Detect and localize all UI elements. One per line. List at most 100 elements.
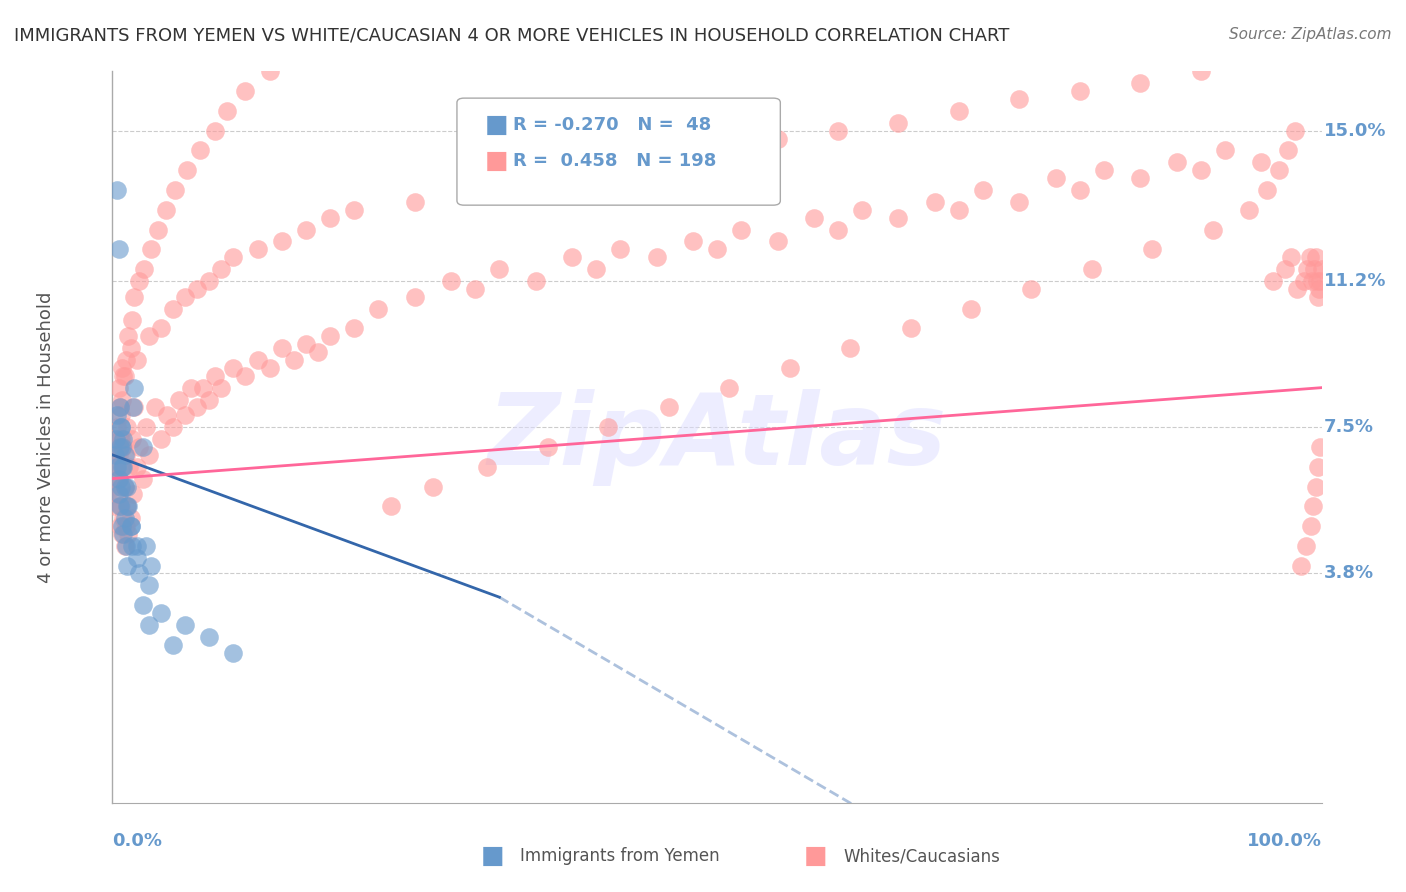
Point xyxy=(122,487,145,501)
Point xyxy=(1166,155,1188,169)
Text: ZipAtlas: ZipAtlas xyxy=(488,389,946,485)
Point xyxy=(156,409,179,423)
Point xyxy=(125,459,148,474)
Point xyxy=(1309,440,1331,454)
Point xyxy=(1092,163,1115,178)
Point xyxy=(319,211,342,225)
Point xyxy=(464,282,486,296)
Point xyxy=(115,500,138,514)
Point xyxy=(122,290,145,304)
Point xyxy=(114,539,136,553)
Point xyxy=(105,183,128,197)
Point xyxy=(117,527,139,541)
Point xyxy=(110,500,132,514)
Point xyxy=(259,360,281,375)
Point xyxy=(1292,5,1315,20)
Point xyxy=(132,262,155,277)
Point xyxy=(132,598,155,612)
Point xyxy=(1305,479,1327,493)
Point xyxy=(112,440,135,454)
Point xyxy=(1008,194,1031,209)
Point xyxy=(198,274,221,288)
Point xyxy=(125,550,148,565)
Point xyxy=(1306,459,1329,474)
Point xyxy=(105,409,128,423)
Point xyxy=(217,103,239,118)
Point xyxy=(337,5,360,20)
Point xyxy=(112,511,135,525)
Point xyxy=(1237,202,1260,217)
Text: 0.0%: 0.0% xyxy=(112,832,163,850)
Point xyxy=(117,329,139,343)
Point xyxy=(111,527,134,541)
Point xyxy=(1189,163,1212,178)
Point xyxy=(148,222,170,236)
Point xyxy=(167,392,190,407)
Point xyxy=(803,211,825,225)
Point xyxy=(114,479,136,493)
Point xyxy=(851,202,873,217)
Point xyxy=(112,368,135,383)
Text: ■: ■ xyxy=(804,845,827,868)
Point xyxy=(246,242,269,256)
Point xyxy=(1263,45,1285,59)
Text: ■: ■ xyxy=(481,845,503,868)
Text: 15.0%: 15.0% xyxy=(1324,121,1386,140)
Text: Whites/Caucasians: Whites/Caucasians xyxy=(844,847,1001,865)
Point xyxy=(107,472,129,486)
Point xyxy=(1045,171,1067,186)
Point xyxy=(105,459,128,474)
Point xyxy=(1277,144,1299,158)
Point xyxy=(1310,262,1333,277)
Point xyxy=(887,116,910,130)
Point xyxy=(143,401,166,415)
Point xyxy=(107,487,129,501)
Point xyxy=(1299,519,1322,533)
Point xyxy=(115,558,138,573)
Point xyxy=(1129,76,1152,90)
Point xyxy=(307,345,329,359)
Point xyxy=(524,171,547,186)
Point xyxy=(138,448,160,462)
Point xyxy=(1309,274,1331,288)
Point xyxy=(121,313,143,327)
Point xyxy=(477,459,499,474)
Point xyxy=(1303,262,1326,277)
Point xyxy=(111,392,134,407)
Point xyxy=(246,353,269,368)
Point xyxy=(110,479,132,493)
Point xyxy=(645,155,668,169)
Point xyxy=(138,618,160,632)
Point xyxy=(524,274,547,288)
Point xyxy=(1274,37,1296,51)
Point xyxy=(1298,0,1320,12)
Point xyxy=(104,472,127,486)
Point xyxy=(186,401,208,415)
Point xyxy=(120,519,142,533)
Point xyxy=(609,242,631,256)
Point xyxy=(204,123,226,137)
Text: 4 or more Vehicles in Household: 4 or more Vehicles in Household xyxy=(37,292,55,582)
Point xyxy=(141,242,163,256)
Point xyxy=(135,420,157,434)
Point xyxy=(1302,500,1324,514)
Point xyxy=(222,360,245,375)
Point xyxy=(972,183,994,197)
Point xyxy=(270,341,292,355)
Point xyxy=(1308,282,1330,296)
Point xyxy=(115,420,138,434)
Text: IMMIGRANTS FROM YEMEN VS WHITE/CAUCASIAN 4 OR MORE VEHICLES IN HOUSEHOLD CORRELA: IMMIGRANTS FROM YEMEN VS WHITE/CAUCASIAN… xyxy=(14,27,1010,45)
Point xyxy=(162,638,184,652)
Point xyxy=(114,353,136,368)
Point xyxy=(104,448,127,462)
Text: Immigrants from Yemen: Immigrants from Yemen xyxy=(520,847,720,865)
Point xyxy=(1279,25,1302,39)
Point xyxy=(1301,274,1323,288)
Point xyxy=(1298,250,1320,264)
Point xyxy=(1250,53,1272,67)
Point xyxy=(380,500,402,514)
Point xyxy=(115,500,138,514)
Text: 3.8%: 3.8% xyxy=(1324,565,1374,582)
Point xyxy=(114,448,136,462)
Point xyxy=(598,420,620,434)
